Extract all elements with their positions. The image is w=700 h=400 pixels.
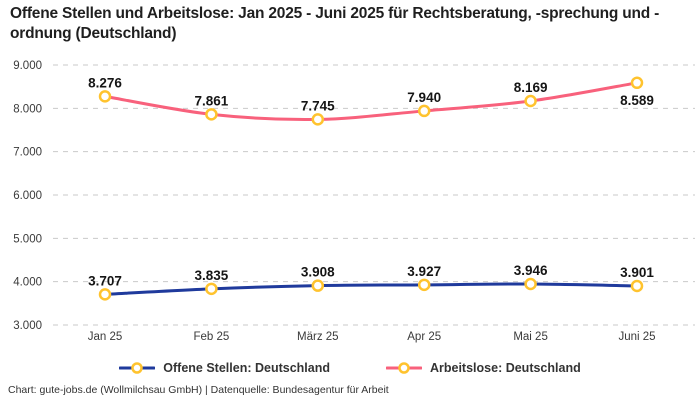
y-axis-tick-label: 7.000 bbox=[13, 147, 42, 159]
chart-footer: Chart: gute-jobs.de (Wollmilchsau GmbH) … bbox=[8, 384, 389, 396]
data-point-label: 7.745 bbox=[301, 98, 335, 113]
y-axis-tick-label: 4.000 bbox=[13, 277, 42, 289]
data-point-arbeitslose-deutschland bbox=[98, 90, 112, 103]
data-point-offene-stellen-deutschland bbox=[630, 279, 644, 293]
data-point-offene-stellen-deutschland bbox=[524, 277, 537, 291]
data-point-label: 8.169 bbox=[514, 80, 548, 95]
y-axis-tick-label: 5.000 bbox=[13, 233, 42, 245]
legend-swatch-icon bbox=[119, 362, 156, 374]
data-point-arbeitslose-deutschland bbox=[311, 113, 325, 126]
data-point-label: 3.927 bbox=[407, 264, 441, 279]
data-point-arbeitslose-deutschland bbox=[417, 104, 431, 118]
chart-title: Offene Stellen und Arbeitslose: Jan 2025… bbox=[10, 5, 660, 43]
data-point-label: 7.861 bbox=[195, 93, 229, 108]
legend-item-offene-stellen-deutschland[interactable]: Offene Stellen: Deutschland bbox=[119, 361, 330, 375]
x-axis-tick-label: Mai 25 bbox=[513, 331, 548, 343]
data-point-label: 3.901 bbox=[620, 265, 654, 280]
legend-label: Offene Stellen: Deutschland bbox=[163, 361, 330, 375]
y-axis-tick-label: 6.000 bbox=[13, 190, 42, 202]
y-axis-tick-label: 8.000 bbox=[13, 103, 42, 115]
data-point-arbeitslose-deutschland bbox=[630, 76, 644, 90]
legend-item-arbeitslose-deutschland[interactable]: Arbeitslose: Deutschland bbox=[385, 361, 581, 375]
data-point-label: 7.940 bbox=[407, 90, 441, 105]
series-line-arbeitslose-deutschland bbox=[103, 81, 639, 121]
data-point-label: 3.835 bbox=[195, 268, 229, 283]
data-point-offene-stellen-deutschland bbox=[311, 279, 325, 292]
series-line-offene-stellen-deutschland bbox=[103, 282, 639, 296]
data-point-offene-stellen-deutschland bbox=[205, 282, 218, 296]
data-point-label: 3.946 bbox=[514, 263, 548, 278]
data-point-label: 3.707 bbox=[88, 273, 122, 288]
data-point-label: 8.589 bbox=[620, 93, 654, 108]
data-point-label: 8.276 bbox=[88, 75, 122, 90]
data-point-arbeitslose-deutschland bbox=[205, 108, 218, 121]
data-point-offene-stellen-deutschland bbox=[417, 278, 431, 292]
x-axis-tick-label: Feb 25 bbox=[193, 331, 229, 343]
legend-label: Arbeitslose: Deutschland bbox=[429, 361, 581, 375]
x-axis-tick-label: März 25 bbox=[297, 331, 339, 343]
y-axis-tick-label: 3.000 bbox=[13, 320, 42, 332]
x-axis-tick-label: Apr 25 bbox=[407, 331, 441, 343]
data-point-arbeitslose-deutschland bbox=[524, 94, 537, 108]
legend-swatch-icon bbox=[385, 362, 422, 374]
x-axis-tick-label: Jan 25 bbox=[88, 331, 123, 343]
y-axis-tick-label: 9.000 bbox=[13, 60, 42, 72]
data-point-label: 3.908 bbox=[301, 265, 335, 280]
data-point-offene-stellen-deutschland bbox=[98, 288, 112, 301]
x-axis-tick-label: Juni 25 bbox=[618, 331, 655, 343]
chart-legend: Offene Stellen: Deutschland Arbeitslose: … bbox=[0, 361, 700, 375]
